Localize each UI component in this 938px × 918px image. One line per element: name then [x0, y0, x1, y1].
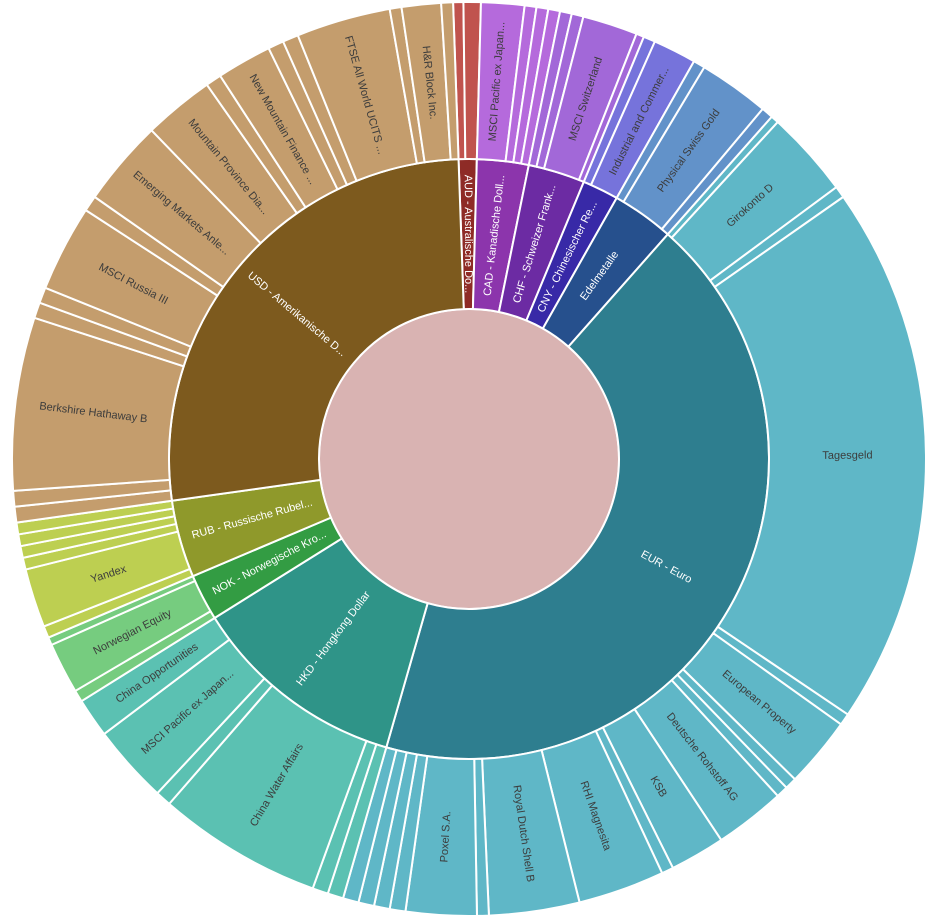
- holding-segment-tagesgeld: [713, 195, 927, 716]
- center-circle: [318, 308, 620, 610]
- holding-segment-sliver: [440, 1, 460, 161]
